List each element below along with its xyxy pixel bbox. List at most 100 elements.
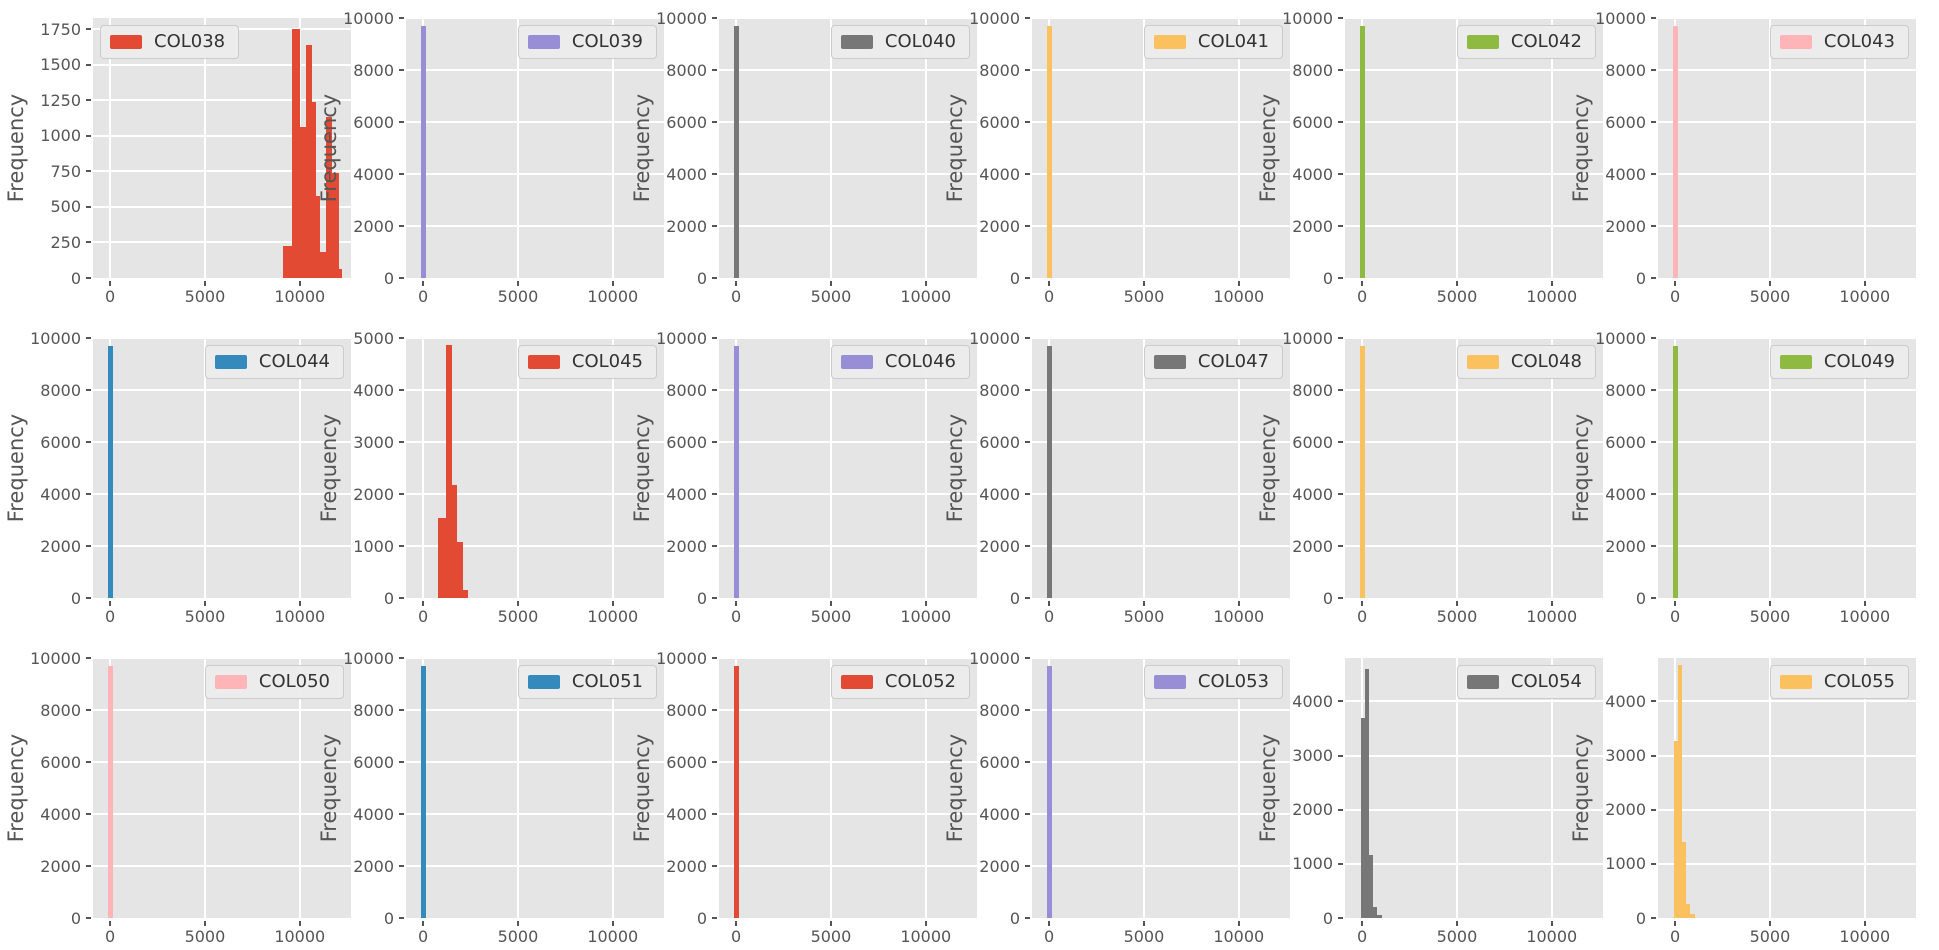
histogram-bar bbox=[1673, 25, 1679, 278]
y-tick-mark bbox=[1338, 493, 1343, 495]
x-tick-mark bbox=[735, 281, 738, 286]
histogram-bar bbox=[108, 665, 114, 918]
x-tick-label: 10000 bbox=[587, 287, 639, 306]
y-tick-mark bbox=[712, 389, 717, 391]
gridline bbox=[1768, 18, 1771, 278]
y-tick-mark bbox=[86, 545, 91, 547]
x-tick-mark bbox=[1455, 921, 1458, 926]
y-tick-mark bbox=[1025, 17, 1030, 19]
y-tick-mark bbox=[399, 173, 404, 175]
legend-label: COL047 bbox=[1197, 351, 1269, 372]
histogram-bar bbox=[305, 45, 313, 278]
y-tick-label: 10000 bbox=[969, 328, 1020, 348]
histogram-bar bbox=[299, 127, 306, 278]
gridline bbox=[406, 545, 664, 547]
gridline bbox=[406, 17, 664, 19]
y-tick-label: 8000 bbox=[1292, 380, 1333, 400]
y-tick-mark bbox=[1338, 597, 1343, 599]
y-tick-label: 6000 bbox=[40, 432, 81, 452]
gridline bbox=[719, 441, 977, 443]
y-tick-label: 0 bbox=[1635, 268, 1646, 288]
gridline bbox=[406, 761, 664, 763]
gridline bbox=[611, 338, 614, 598]
y-tick-mark bbox=[1651, 917, 1656, 919]
x-tick-label: 0 bbox=[1043, 607, 1055, 626]
gridline bbox=[1658, 121, 1916, 123]
gridline bbox=[1032, 17, 1290, 19]
gridline bbox=[829, 338, 832, 598]
y-tick-label: 6000 bbox=[1292, 432, 1333, 452]
y-tick-label: 8000 bbox=[979, 60, 1020, 80]
legend: COL042 bbox=[1456, 25, 1596, 59]
gridline bbox=[1237, 338, 1240, 598]
y-tick-label: 3000 bbox=[1292, 746, 1333, 765]
gridline bbox=[93, 545, 351, 547]
legend: COL046 bbox=[830, 345, 970, 379]
y-tick-label: 6000 bbox=[353, 112, 394, 132]
x-tick-mark bbox=[1237, 281, 1240, 286]
y-tick-label: 8000 bbox=[40, 700, 81, 720]
y-tick-label: 6000 bbox=[666, 112, 707, 132]
y-tick-label: 4000 bbox=[1292, 691, 1333, 711]
y-tick-label: 5000 bbox=[353, 328, 394, 348]
x-tick-label: 10000 bbox=[274, 607, 326, 626]
y-tick-label: 10000 bbox=[343, 8, 394, 28]
gridline bbox=[1142, 18, 1145, 278]
x-tick-mark bbox=[1142, 601, 1145, 606]
y-tick-mark bbox=[399, 657, 404, 659]
legend: COL055 bbox=[1769, 665, 1909, 699]
gridline bbox=[1658, 493, 1916, 495]
y-tick-mark bbox=[712, 173, 717, 175]
legend: COL040 bbox=[830, 25, 970, 59]
y-tick-mark bbox=[399, 277, 404, 279]
x-tick-mark bbox=[924, 601, 927, 606]
y-tick-label: 4000 bbox=[979, 164, 1020, 184]
x-tick-label: 10000 bbox=[900, 927, 952, 946]
y-tick-label: 6000 bbox=[979, 432, 1020, 452]
gridline bbox=[422, 338, 425, 598]
y-tick-label: 0 bbox=[1322, 268, 1333, 288]
legend-swatch bbox=[840, 35, 873, 49]
gridline bbox=[719, 337, 977, 339]
gridline bbox=[1768, 338, 1771, 598]
x-tick-label: 10000 bbox=[1213, 927, 1265, 946]
y-tick-label: 4000 bbox=[353, 804, 394, 824]
y-tick-label: 4000 bbox=[1605, 691, 1646, 711]
x-tick-mark bbox=[1237, 601, 1240, 606]
y-tick-label: 4000 bbox=[666, 484, 707, 504]
gridline bbox=[1863, 18, 1866, 278]
y-tick-label: 2000 bbox=[666, 216, 707, 236]
y-tick-mark bbox=[712, 865, 717, 867]
histogram-bar bbox=[292, 29, 300, 278]
gridline bbox=[1658, 17, 1916, 19]
y-tick-label: 8000 bbox=[979, 380, 1020, 400]
y-tick-mark bbox=[399, 17, 404, 19]
y-tick-mark bbox=[86, 493, 91, 495]
gridline bbox=[1455, 18, 1458, 278]
y-tick-mark bbox=[399, 865, 404, 867]
y-tick-label: 0 bbox=[70, 588, 81, 608]
y-tick-mark bbox=[399, 225, 404, 227]
legend-swatch bbox=[1466, 35, 1499, 49]
x-tick-mark bbox=[298, 921, 301, 926]
histogram-bar bbox=[1690, 914, 1695, 918]
legend-swatch bbox=[110, 35, 142, 49]
x-tick-mark bbox=[611, 281, 614, 286]
gridline bbox=[298, 338, 301, 598]
y-tick-label: 10000 bbox=[656, 328, 707, 348]
y-tick-label: 6000 bbox=[1292, 112, 1333, 132]
y-tick-label: 2000 bbox=[979, 536, 1020, 556]
plot-area: COL050 bbox=[93, 657, 351, 918]
x-tick-label: 10000 bbox=[1839, 287, 1891, 306]
y-tick-label: 10000 bbox=[1595, 328, 1646, 348]
gridline bbox=[406, 493, 664, 495]
x-tick-label: 0 bbox=[1356, 607, 1368, 626]
y-tick-mark bbox=[86, 99, 91, 102]
y-tick-label: 8000 bbox=[1292, 60, 1333, 80]
y-tick-label: 4000 bbox=[40, 484, 81, 504]
legend-label: COL049 bbox=[1823, 351, 1895, 372]
y-tick-mark bbox=[399, 441, 404, 443]
x-tick-label: 10000 bbox=[1526, 607, 1578, 626]
plot-area: COL043 bbox=[1658, 17, 1916, 278]
x-tick-label: 5000 bbox=[1749, 607, 1791, 626]
